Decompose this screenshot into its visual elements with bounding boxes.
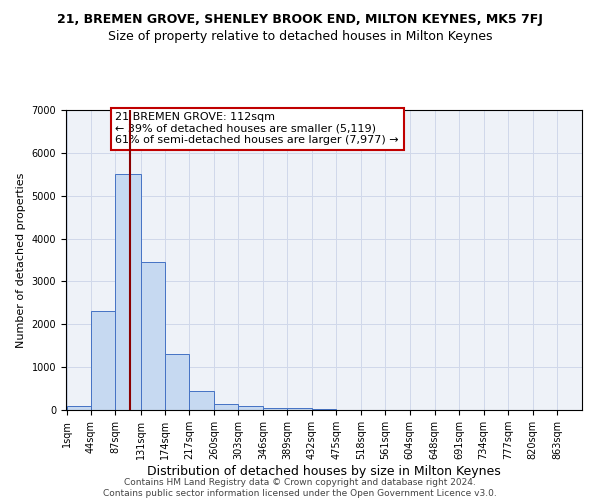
Bar <box>214 404 238 410</box>
Y-axis label: Number of detached properties: Number of detached properties <box>16 172 26 348</box>
Bar <box>287 408 312 410</box>
Bar <box>238 406 263 410</box>
Text: 21, BREMEN GROVE, SHENLEY BROOK END, MILTON KEYNES, MK5 7FJ: 21, BREMEN GROVE, SHENLEY BROOK END, MIL… <box>57 12 543 26</box>
Bar <box>263 408 287 410</box>
X-axis label: Distribution of detached houses by size in Milton Keynes: Distribution of detached houses by size … <box>147 465 501 478</box>
Bar <box>91 312 115 410</box>
Text: Contains HM Land Registry data © Crown copyright and database right 2024.
Contai: Contains HM Land Registry data © Crown c… <box>103 478 497 498</box>
Text: Size of property relative to detached houses in Milton Keynes: Size of property relative to detached ho… <box>108 30 492 43</box>
Text: 21 BREMEN GROVE: 112sqm
← 39% of detached houses are smaller (5,119)
61% of semi: 21 BREMEN GROVE: 112sqm ← 39% of detache… <box>115 112 399 146</box>
Bar <box>312 409 336 410</box>
Bar <box>67 406 91 410</box>
Bar <box>140 262 165 410</box>
Bar <box>165 354 190 410</box>
Bar <box>115 174 140 410</box>
Bar <box>190 390 214 410</box>
